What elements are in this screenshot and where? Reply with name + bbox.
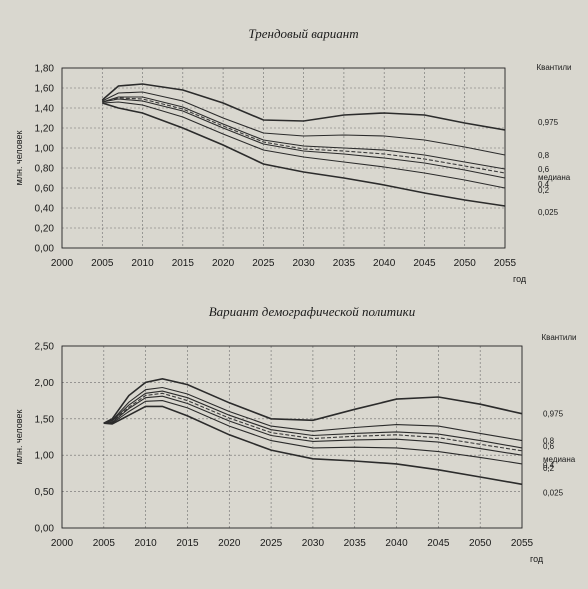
x-tick-label: 2045 xyxy=(427,538,450,549)
x-tick-label: 2015 xyxy=(172,258,195,269)
x-tick-label: 2045 xyxy=(413,258,436,269)
x-tick-label: 2020 xyxy=(212,258,235,269)
y-tick-label: 0,00 xyxy=(35,524,55,535)
y-tick-label: 1,40 xyxy=(35,104,55,115)
x-tick-label: 2055 xyxy=(511,538,534,549)
x-tick-label: 2000 xyxy=(51,538,74,549)
series-label: медиана xyxy=(543,455,576,464)
x-tick-label: 2025 xyxy=(252,258,275,269)
x-axis-title: год xyxy=(513,274,527,284)
y-tick-label: 2,00 xyxy=(35,378,55,389)
chart-title: Вариант демографической политики xyxy=(209,304,416,319)
quantile-line-1 xyxy=(102,91,506,156)
x-tick-label: 2050 xyxy=(454,258,477,269)
x-tick-label: 2000 xyxy=(51,258,74,269)
series-label: 0,975 xyxy=(538,118,559,127)
y-tick-label: 0,50 xyxy=(35,487,55,498)
x-tick-label: 2050 xyxy=(469,538,492,549)
y-tick-label: 0,00 xyxy=(35,244,55,255)
y-tick-label: 1,00 xyxy=(35,144,55,155)
y-axis-title: млн. человек xyxy=(14,131,24,186)
x-tick-label: 2020 xyxy=(218,538,241,549)
y-tick-label: 1,20 xyxy=(35,124,55,135)
series-label: 0,025 xyxy=(538,208,559,217)
series-label: 0,4 xyxy=(538,180,550,189)
x-tick-label: 2005 xyxy=(93,538,116,549)
x-tick-label: 2030 xyxy=(302,538,325,549)
quantile-line-3 xyxy=(103,392,523,452)
quantile-line-5 xyxy=(102,101,506,189)
series-label: 0,6 xyxy=(538,165,550,174)
series-label: 0,025 xyxy=(543,488,564,497)
y-tick-label: 2,50 xyxy=(35,342,55,353)
quantile-line-2 xyxy=(102,96,506,170)
series-label: 0,2 xyxy=(543,464,555,473)
x-tick-label: 2040 xyxy=(385,538,408,549)
y-tick-label: 1,60 xyxy=(35,84,55,95)
quantile-line-5 xyxy=(103,400,523,465)
x-tick-label: 2010 xyxy=(135,538,158,549)
chart-1: Трендовый вариант 0,00 0,20 0,40 0,60 0,80 1,0… xyxy=(14,26,571,284)
chart-2: Вариант демографической политики 0,00 0,50… xyxy=(14,304,576,564)
series-label: 0,8 xyxy=(543,437,555,446)
plot-frame xyxy=(61,345,523,529)
series-label: 0,2 xyxy=(538,186,550,195)
series-label: 0,8 xyxy=(538,151,550,160)
y-tick-label: 0,60 xyxy=(35,184,55,195)
quantile-line-2 xyxy=(103,390,523,449)
x-tick-label: 2025 xyxy=(260,538,283,549)
quantile-line-6 xyxy=(102,102,506,207)
series-label: 0,6 xyxy=(543,442,555,451)
quantile-line-3 xyxy=(102,97,506,174)
quantile-line-0 xyxy=(103,377,523,424)
x-tick-label: 2015 xyxy=(176,538,199,549)
x-tick-label: 2035 xyxy=(333,258,356,269)
quantile-line-1 xyxy=(103,386,523,442)
legend-title: Квантили xyxy=(537,63,572,72)
series-label: 0,975 xyxy=(543,410,564,419)
x-tick-label: 2055 xyxy=(494,258,517,269)
x-axis-title: год xyxy=(530,554,544,564)
quantile-line-6 xyxy=(103,405,523,486)
quantile-line-4 xyxy=(103,395,523,456)
x-tick-label: 2010 xyxy=(131,258,154,269)
quantile-line-0 xyxy=(101,83,506,131)
y-tick-label: 0,40 xyxy=(35,204,55,215)
x-tick-label: 2030 xyxy=(293,258,316,269)
y-tick-label: 1,00 xyxy=(35,451,55,462)
y-tick-label: 1,50 xyxy=(35,414,55,425)
x-tick-label: 2040 xyxy=(373,258,396,269)
y-axis-title: млн. человек xyxy=(14,410,24,465)
chart-title: Трендовый вариант xyxy=(248,26,358,41)
series-label: 0,4 xyxy=(543,461,555,470)
y-tick-label: 1,80 xyxy=(35,64,55,75)
x-tick-label: 2005 xyxy=(91,258,114,269)
quantile-line-4 xyxy=(102,98,506,179)
series-label: медиана xyxy=(538,173,571,182)
plot-frame xyxy=(61,67,506,249)
y-tick-label: 0,80 xyxy=(35,164,55,175)
x-tick-label: 2035 xyxy=(344,538,367,549)
y-tick-label: 0,20 xyxy=(35,224,55,235)
legend-title: Квантили xyxy=(542,333,577,342)
